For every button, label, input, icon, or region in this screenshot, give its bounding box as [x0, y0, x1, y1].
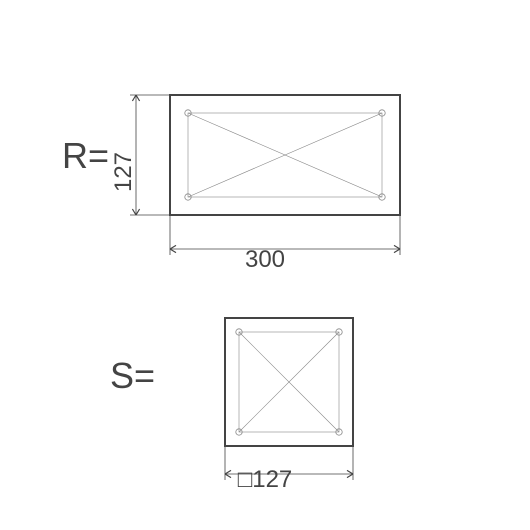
figure-label-S: S= [110, 355, 155, 397]
dim-S-width: □127 [238, 466, 293, 494]
dim-R-width: 300 [245, 246, 285, 274]
figure-label-R: R= [62, 135, 109, 177]
dim-R-height: 127 [110, 152, 138, 192]
